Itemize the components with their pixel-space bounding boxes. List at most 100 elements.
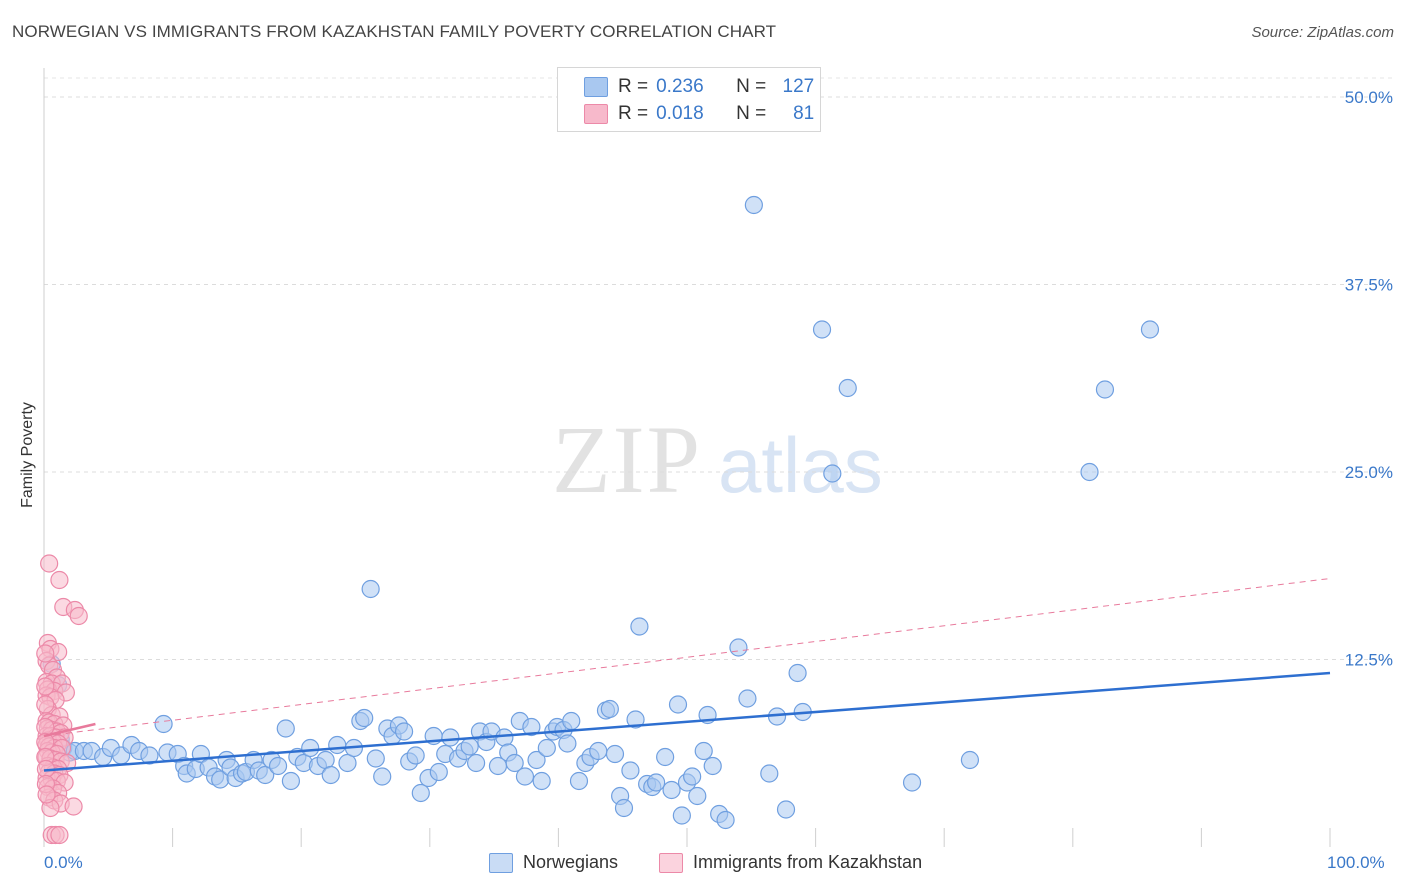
point-norwegians: [515, 767, 535, 786]
legend-item-norwegians[interactable]: Norwegians: [489, 852, 618, 873]
point-norwegians: [1080, 462, 1099, 482]
point-norwegians: [703, 756, 722, 776]
series-immigrants-kazakhstan: [36, 554, 88, 845]
series-norwegians: [42, 195, 1160, 830]
point-norwegians: [688, 786, 707, 806]
point-norwegians: [562, 711, 581, 731]
point-norwegians: [466, 753, 486, 773]
point-kazakhstan: [50, 825, 69, 845]
point-norwegians: [630, 617, 649, 636]
watermark-atlas: atlas: [718, 421, 883, 509]
point-norwegians: [683, 767, 702, 786]
gridlines: [44, 77, 1394, 660]
point-norwegians: [338, 753, 357, 773]
watermark: ZIP atlas: [552, 406, 883, 513]
n-value: 127: [782, 76, 815, 97]
legend-swatch-pink: [659, 852, 683, 873]
point-norwegians: [460, 737, 479, 756]
point-norwegians: [441, 728, 460, 747]
point-norwegians: [614, 798, 634, 818]
y-tick-label: 12.5%: [1345, 651, 1393, 670]
point-norwegians: [1140, 320, 1160, 339]
point-norwegians: [1095, 380, 1115, 399]
r-value: 0.236: [656, 76, 704, 97]
point-norwegians: [394, 722, 414, 741]
source-label: Source: ZipAtlas.com: [1251, 24, 1394, 41]
legend-label: Immigrants from Kazakhstan: [693, 852, 923, 872]
point-norwegians: [716, 810, 735, 830]
point-norwegians: [902, 773, 922, 792]
legend-item-kazakhstan[interactable]: Immigrants from Kazakhstan: [659, 852, 922, 873]
trend-line-kazakhstan: [43, 578, 1331, 737]
point-norwegians: [321, 765, 340, 785]
point-norwegians: [812, 320, 832, 339]
point-norwegians: [569, 771, 589, 791]
point-norwegians: [600, 699, 619, 719]
point-norwegians: [406, 746, 425, 765]
point-norwegians: [738, 689, 757, 708]
trend-lines: [43, 578, 1331, 772]
point-kazakhstan: [36, 695, 55, 714]
point-norwegians: [744, 195, 763, 215]
stats-legend: R = 0.236 N = 127 R = 0.018 N = 81: [557, 67, 821, 132]
point-norwegians: [527, 750, 546, 770]
point-norwegians: [589, 741, 608, 761]
n-label: N =: [736, 76, 767, 97]
point-norwegians: [429, 762, 448, 782]
y-tick-label: 25.0%: [1345, 463, 1393, 482]
point-norwegians: [361, 579, 380, 599]
point-norwegians: [532, 771, 551, 791]
point-kazakhstan: [36, 677, 55, 696]
point-norwegians: [411, 783, 430, 803]
point-norwegians: [823, 464, 842, 483]
r-value: 0.018: [656, 103, 704, 124]
point-norwegians: [355, 708, 374, 728]
n-label: N =: [736, 103, 767, 124]
point-norwegians: [647, 773, 666, 792]
point-norwegians: [373, 767, 392, 786]
chart-title: NORWEGIAN VS IMMIGRANTS FROM KAZAKHSTAN …: [12, 22, 777, 41]
point-norwegians: [729, 638, 748, 657]
y-tick-label: 50.0%: [1345, 88, 1393, 107]
trend-line-norwegians: [43, 671, 1331, 772]
point-norwegians: [328, 735, 347, 755]
point-kazakhstan: [40, 554, 59, 573]
point-norwegians: [281, 771, 301, 791]
point-norwegians: [505, 753, 524, 773]
point-norwegians: [154, 714, 173, 734]
point-norwegians: [537, 738, 556, 758]
point-norwegians: [694, 741, 713, 761]
watermark-zip: ZIP: [552, 406, 702, 513]
x-tick-label-min: 0.0%: [44, 853, 83, 872]
stats-row-kazakhstan: R = 0.018 N = 81: [584, 101, 814, 127]
point-norwegians: [621, 761, 640, 780]
legend-swatch-blue: [489, 852, 513, 873]
legend-swatch-pink: [584, 104, 608, 124]
y-tick-labels: 12.5% 25.0% 37.5% 50.0%: [1345, 88, 1393, 670]
r-label: R =: [618, 76, 649, 97]
y-axis-label: Family Poverty: [19, 402, 36, 508]
point-norwegians: [268, 756, 288, 776]
point-kazakhstan: [37, 785, 56, 804]
point-norwegians: [276, 719, 295, 738]
y-tick-label: 37.5%: [1345, 276, 1393, 295]
point-norwegians: [301, 738, 320, 758]
point-norwegians: [495, 728, 514, 747]
point-norwegians: [256, 765, 275, 785]
point-norwegians: [366, 749, 385, 768]
point-norwegians: [672, 806, 691, 825]
point-norwegians: [656, 747, 675, 767]
trend-segment-kazakhstan: [43, 722, 96, 738]
n-value: 81: [793, 103, 815, 124]
point-norwegians: [838, 378, 857, 398]
legend-swatch-blue: [584, 77, 608, 97]
point-norwegians: [960, 750, 980, 770]
point-norwegians: [605, 744, 625, 764]
point-norwegians: [140, 746, 159, 765]
point-kazakhstan: [64, 797, 83, 816]
point-norwegians: [668, 695, 688, 714]
series-legend: Norwegians Immigrants from Kazakhstan: [0, 852, 1406, 878]
point-kazakhstan: [36, 644, 55, 663]
point-norwegians: [788, 663, 807, 683]
stats-row-norwegians: R = 0.236 N = 127: [584, 74, 814, 100]
